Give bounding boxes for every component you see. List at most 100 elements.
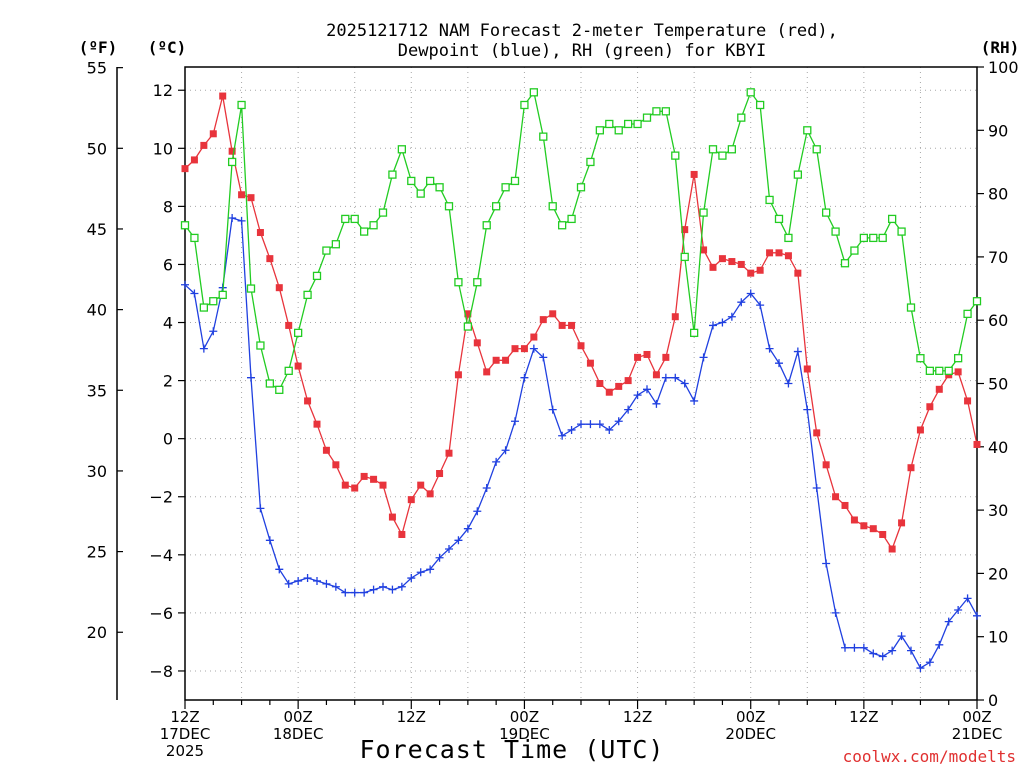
temperature-point <box>652 371 660 379</box>
temperature-point <box>332 461 340 469</box>
x-tick-label: 12Z <box>623 708 652 726</box>
rh-point <box>812 145 821 154</box>
temperature-point <box>341 481 349 489</box>
rh-point <box>209 297 218 306</box>
dewpoint-point <box>897 632 906 641</box>
x-tick-label: 00Z <box>962 708 991 726</box>
temperature-point <box>832 493 840 501</box>
temperature-point <box>973 440 981 448</box>
celsius-tick-label: 4 <box>163 314 173 333</box>
fahrenheit-axis: 55 50 45 40 35 30 25 20 <box>87 59 123 642</box>
rh-point <box>246 284 256 293</box>
dewpoint-point <box>690 396 699 405</box>
temperature-series <box>181 92 981 553</box>
rh-point <box>322 246 331 255</box>
rh-tick-label: 60 <box>988 311 1008 330</box>
credit-text: coolwx.com/modelts <box>843 747 1016 766</box>
temperature-point <box>737 260 745 268</box>
rh-point <box>605 119 614 129</box>
rh-point <box>435 183 444 192</box>
dewpoint-point <box>463 524 472 533</box>
temperature-point <box>860 522 868 530</box>
dewpoint-point <box>765 344 774 353</box>
x-tick-label: 12Z <box>170 708 199 726</box>
temperature-point <box>294 362 302 370</box>
x-tick-label: 17DEC <box>160 725 211 743</box>
dewpoint-point <box>925 658 934 667</box>
dewpoint-point <box>831 608 840 617</box>
rh-point <box>897 227 906 236</box>
dewpoint-point <box>907 646 915 655</box>
dewpoint-point <box>680 379 689 388</box>
dewpoint-point <box>793 347 802 356</box>
dewpoint-point <box>492 457 501 466</box>
rh-tick-label: 10 <box>988 628 1008 647</box>
celsius-tick-label: −8 <box>149 662 173 681</box>
rh-point <box>444 202 454 211</box>
rh-point <box>633 119 642 129</box>
x-tick-label: 21DEC <box>952 725 1003 743</box>
temperature-point <box>700 246 708 254</box>
dewpoint-point <box>388 585 397 594</box>
temperature-point <box>671 313 679 321</box>
rh-point <box>463 322 473 331</box>
dewpoint-point <box>331 582 340 591</box>
dewpoint-point <box>633 391 642 400</box>
temperature-point <box>586 359 594 367</box>
dewpoint-point <box>586 420 595 429</box>
fahrenheit-tick-label: 55 <box>87 59 107 78</box>
temperature-point <box>351 484 359 492</box>
dewpoint-point <box>935 640 944 649</box>
dewpoint-point <box>822 559 831 568</box>
rh-point <box>887 214 897 224</box>
temperature-point <box>690 170 698 178</box>
x-tick-label: 00Z <box>283 708 312 726</box>
rh-point <box>190 233 199 243</box>
rh-point <box>793 170 803 179</box>
dewpoint-point <box>529 344 538 353</box>
rh-point <box>293 328 303 338</box>
rh-point <box>312 271 322 281</box>
temperature-point <box>209 130 217 138</box>
rh-tick-label: 80 <box>988 185 1008 204</box>
dewpoint-point <box>803 405 812 414</box>
dewpoint-point <box>718 318 727 327</box>
rh-point <box>963 309 972 319</box>
temperature-point <box>643 350 651 358</box>
rh-point <box>878 233 887 243</box>
temperature-point <box>511 345 519 353</box>
rh-point <box>784 233 793 243</box>
temperature-point <box>869 525 877 533</box>
rh-point <box>359 227 369 236</box>
dewpoint-point <box>756 301 765 310</box>
rh-point <box>576 183 586 192</box>
rh-point <box>821 208 831 217</box>
dewpoint-point <box>294 576 303 585</box>
rh-point <box>416 189 425 198</box>
rh-point <box>765 195 774 205</box>
dewpoint-point <box>567 425 576 434</box>
rh-point <box>916 354 925 363</box>
rh-point <box>529 88 539 97</box>
dewpoint-point <box>841 643 849 652</box>
temperature-point <box>624 377 632 385</box>
temperature-point <box>304 397 312 405</box>
dewpoint-point <box>416 568 425 577</box>
temperature-point <box>502 356 510 364</box>
rh-point <box>859 233 869 243</box>
rh-point <box>350 214 359 224</box>
temperature-point <box>728 258 736 266</box>
rh-point <box>935 366 944 375</box>
rh-point <box>397 145 407 154</box>
x-tick-label: 12Z <box>397 708 426 726</box>
rh-point <box>972 297 982 306</box>
rh-point <box>774 214 784 224</box>
temperature-point <box>718 255 726 263</box>
rh-point <box>454 278 463 287</box>
temperature-point <box>483 368 491 376</box>
fahrenheit-tick-label: 40 <box>87 301 107 320</box>
rh-point <box>199 303 209 312</box>
rh-point <box>284 366 293 375</box>
fahrenheit-tick-label: 35 <box>87 381 107 400</box>
temperature-point <box>520 345 528 353</box>
